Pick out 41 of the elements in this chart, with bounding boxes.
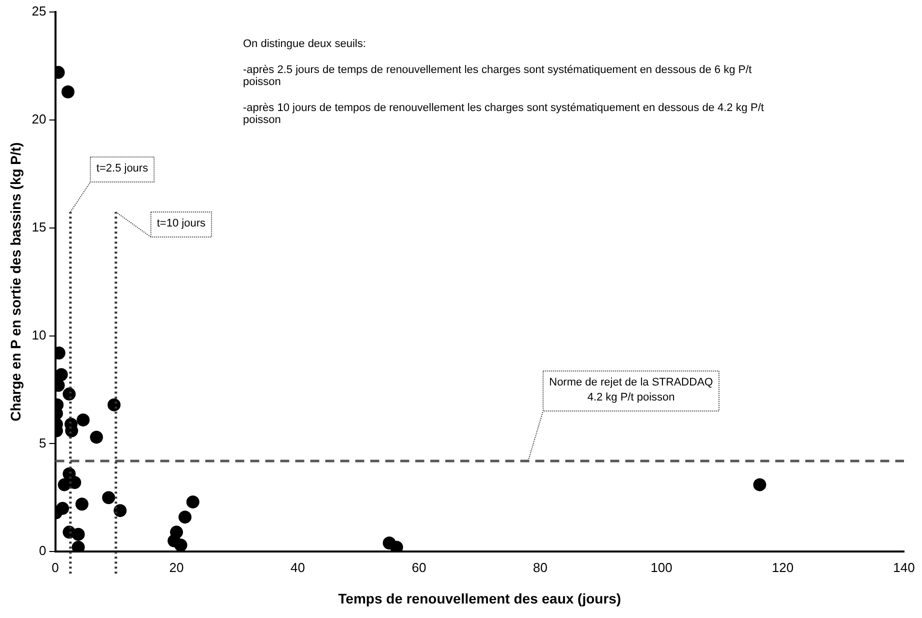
- point: [753, 478, 766, 492]
- point: [68, 476, 82, 490]
- point: [62, 388, 76, 401]
- point: [114, 504, 127, 518]
- point: [55, 368, 68, 382]
- y-tick-label: 10: [32, 327, 46, 342]
- annotation: -après 2.5 jours de temps de renouvellement les charges sont systématiquement en dessous de 6 kg P/t poisson: [243, 64, 753, 88]
- point: [186, 495, 200, 508]
- y-tick-label: 25: [32, 4, 46, 19]
- y-tick-label: 15: [32, 219, 46, 234]
- point: [108, 398, 121, 412]
- ref-line-label: Norme de rejet de la STRADDAQ 4.2 kg P/t poisson: [549, 376, 714, 404]
- y-tick-label: 5: [39, 435, 46, 450]
- x-tick-label: 80: [533, 560, 548, 575]
- point: [76, 413, 90, 426]
- x-tick-label: 120: [772, 560, 794, 575]
- point: [178, 510, 192, 524]
- point: [56, 502, 70, 515]
- point: [174, 538, 188, 552]
- annotation: On distingue deux seuils:: [243, 38, 367, 50]
- point: [61, 85, 74, 98]
- point: [58, 478, 71, 492]
- annotation: -après 10 jours de tempos de renouvellement les charges sont systématiquement en dessous de 4.2 kg P/t poisson: [243, 102, 765, 126]
- point: [390, 540, 404, 552]
- point: [90, 430, 103, 444]
- x-tick-label: 140: [893, 560, 915, 575]
- ref-line-label: t=10 jours: [156, 218, 206, 230]
- y-axis-title: Charge en P en sortie des bassins (kg P/t): [7, 142, 24, 422]
- point: [72, 528, 85, 541]
- x-tick-label: 100: [650, 560, 672, 575]
- y-tick-label: 0: [39, 543, 46, 558]
- ref-line-label: t=2.5 jours: [96, 162, 149, 175]
- y-tick-label: 20: [32, 112, 46, 126]
- point: [72, 540, 85, 552]
- point: [75, 498, 88, 511]
- point: [102, 491, 116, 504]
- x-tick-label: 40: [290, 560, 305, 575]
- x-axis-title: Temps de renouvellement des eaux (jours): [338, 590, 622, 606]
- x-tick-label: 20: [169, 560, 184, 575]
- x-tick-label: 60: [412, 560, 426, 575]
- x-tick-label: 0: [52, 560, 59, 575]
